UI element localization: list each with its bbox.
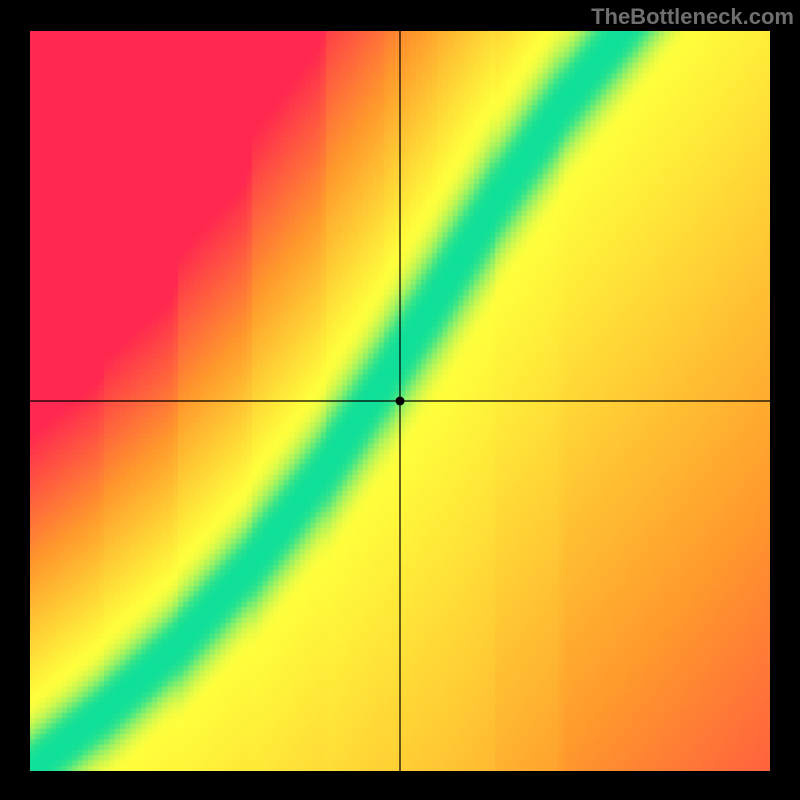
watermark-text: TheBottleneck.com [591,4,794,30]
bottleneck-heatmap [30,31,770,771]
chart-container: TheBottleneck.com [0,0,800,800]
